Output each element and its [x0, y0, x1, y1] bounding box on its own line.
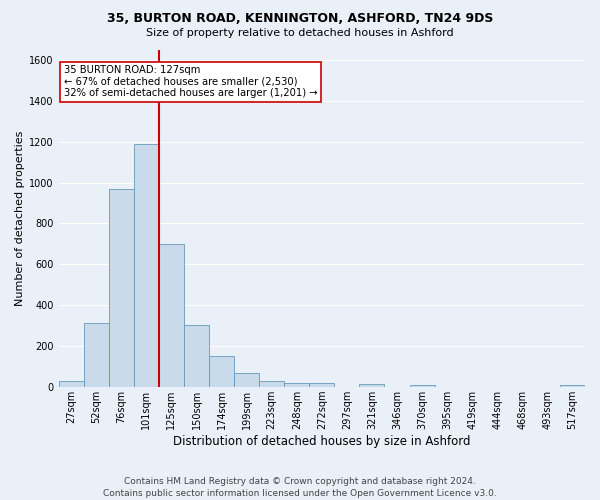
- Y-axis label: Number of detached properties: Number of detached properties: [15, 130, 25, 306]
- Text: Size of property relative to detached houses in Ashford: Size of property relative to detached ho…: [146, 28, 454, 38]
- Bar: [284, 382, 309, 386]
- Bar: [59, 380, 84, 386]
- Text: Contains HM Land Registry data © Crown copyright and database right 2024.
Contai: Contains HM Land Registry data © Crown c…: [103, 476, 497, 498]
- Bar: [309, 382, 334, 386]
- X-axis label: Distribution of detached houses by size in Ashford: Distribution of detached houses by size …: [173, 434, 470, 448]
- Bar: [84, 324, 109, 386]
- Bar: [410, 384, 434, 386]
- Text: 35, BURTON ROAD, KENNINGTON, ASHFORD, TN24 9DS: 35, BURTON ROAD, KENNINGTON, ASHFORD, TN…: [107, 12, 493, 26]
- Bar: [109, 188, 134, 386]
- Bar: [259, 380, 284, 386]
- Bar: [134, 144, 159, 386]
- Bar: [209, 356, 234, 386]
- Bar: [234, 374, 259, 386]
- Bar: [184, 326, 209, 386]
- Text: 35 BURTON ROAD: 127sqm
← 67% of detached houses are smaller (2,530)
32% of semi-: 35 BURTON ROAD: 127sqm ← 67% of detached…: [64, 65, 317, 98]
- Bar: [359, 384, 385, 386]
- Bar: [159, 244, 184, 386]
- Bar: [560, 384, 585, 386]
